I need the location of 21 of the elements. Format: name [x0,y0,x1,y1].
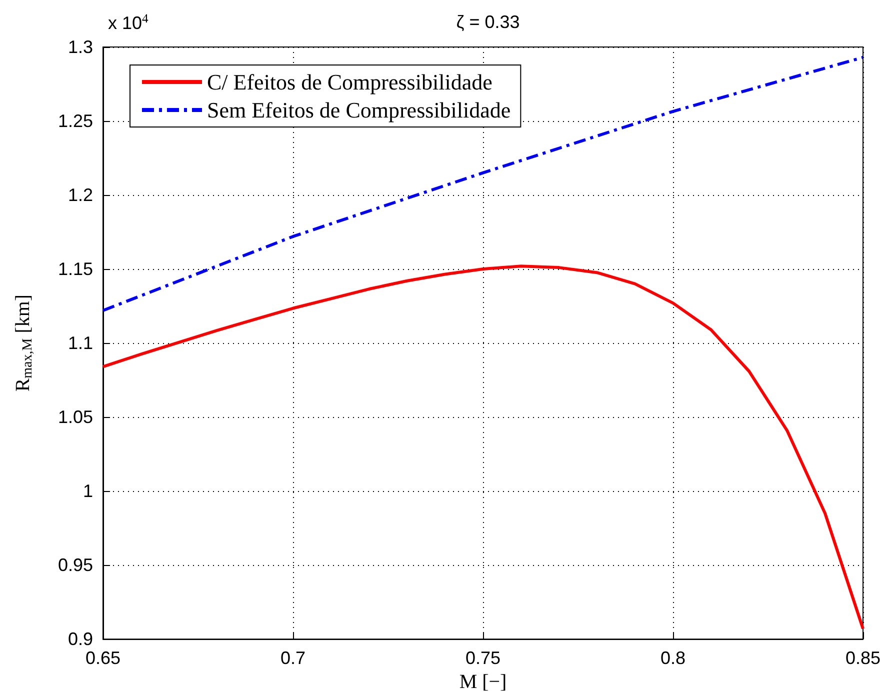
x-tick-label: 0.65 [85,648,121,668]
y-tick-label: 1.1 [68,333,93,354]
y-axis-title: Rmax,M [km] [12,294,36,392]
x-axis-title: M [−] [459,671,507,693]
y-tick-label: 0.95 [58,555,93,576]
chart-title: ζ = 0.33 [456,12,520,32]
y-tick-label: 1 [82,481,93,502]
line-series [102,264,864,630]
line-series [102,56,864,312]
legend-label: C/ Efeitos de Compressibilidade [207,70,492,94]
legend-label: Sem Efeitos de Compressibilidade [207,98,511,122]
y-tick-label: 1.25 [58,111,93,132]
x-tick-label: 0.8 [660,648,686,668]
x-tick-label: 0.85 [845,648,881,668]
x-tick-label: 0.75 [465,648,501,668]
y-tick-label: 0.9 [68,629,93,650]
y-tick-label: 1.2 [68,185,93,206]
y-tick-label: 1.15 [58,259,93,280]
y-tick-label: 1.05 [58,407,93,428]
y-tick-label: 1.3 [68,37,93,57]
x-tick-label: 0.7 [280,648,306,668]
